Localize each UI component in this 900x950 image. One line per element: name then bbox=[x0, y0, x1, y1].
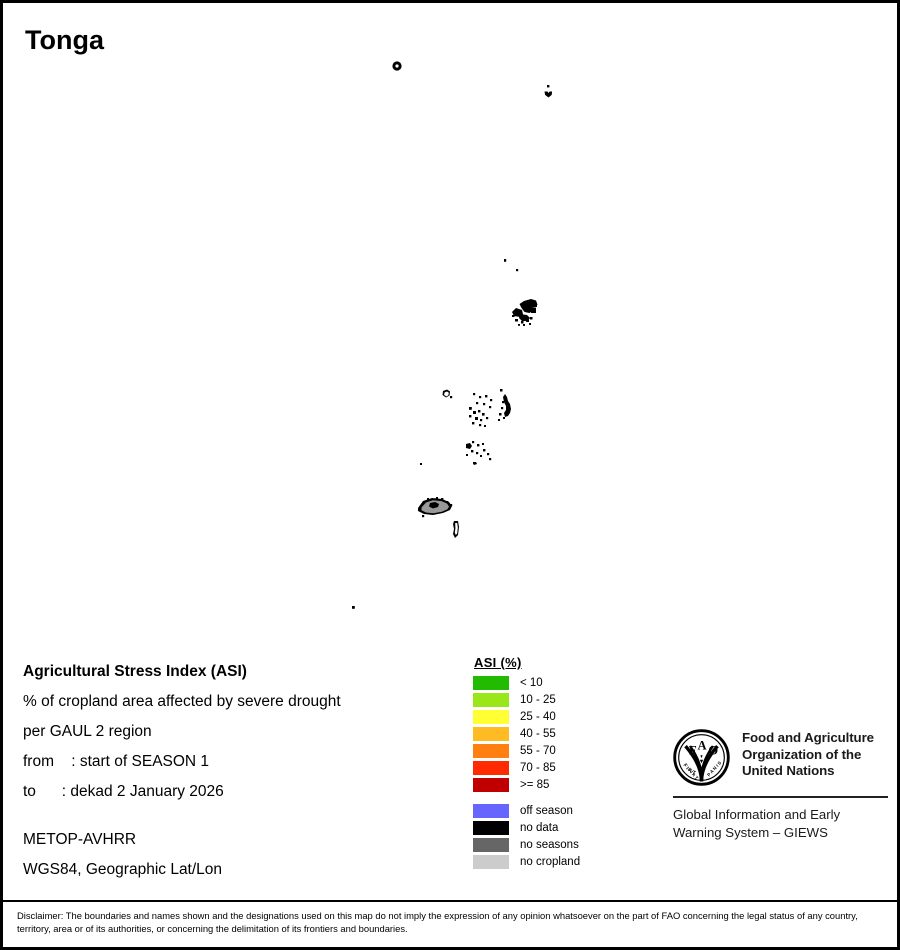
page-title: Tonga bbox=[25, 25, 104, 55]
disclaimer-text: Disclaimer: The boundaries and names sho… bbox=[17, 910, 858, 934]
fao-organization-name: Food and Agriculture Organization of the… bbox=[742, 730, 874, 778]
island-tongatapu bbox=[418, 497, 453, 518]
legend-status-list: off season no data no seasons no cropland bbox=[473, 802, 653, 870]
legend-class-label: >= 85 bbox=[520, 778, 550, 791]
island-nomuka bbox=[420, 441, 492, 465]
island-eua bbox=[453, 521, 459, 538]
legend: ASI (%) < 10 10 - 25 25 - 40 40 - 55 55 - 70… bbox=[473, 655, 653, 870]
svg-text:P A N I S: P A N I S bbox=[706, 760, 722, 777]
legend-class-swatch bbox=[473, 777, 509, 792]
svg-text:A: A bbox=[698, 739, 707, 753]
island-haapai-chain bbox=[498, 389, 511, 421]
legend-class-label: 10 - 25 bbox=[520, 693, 556, 706]
legend-class-label: 70 - 85 bbox=[520, 761, 556, 774]
legend-class-swatch bbox=[473, 726, 509, 741]
legend-class-swatch bbox=[473, 760, 509, 775]
legend-spacer bbox=[473, 793, 653, 802]
legend-class-swatch bbox=[473, 675, 509, 690]
fao-header: F A O F I A T F I A T P A N I S Food and… bbox=[673, 729, 888, 786]
legend-status-label: no data bbox=[520, 821, 559, 834]
info-block: Agricultural Stress Index (ASI) % of cro… bbox=[23, 657, 453, 885]
legend-class-label: 25 - 40 bbox=[520, 710, 556, 723]
map-canvas bbox=[352, 61, 553, 609]
islands-layer bbox=[352, 61, 553, 609]
disclaimer-divider bbox=[3, 900, 897, 902]
info-spacer bbox=[23, 807, 453, 825]
fao-block: F A O F I A T F I A T P A N I S Food and… bbox=[673, 729, 888, 841]
legend-class-row: 70 - 85 bbox=[473, 759, 653, 776]
island-niuatoputapu bbox=[544, 85, 553, 98]
legend-class-row: < 10 bbox=[473, 674, 653, 691]
info-projection: WGS84, Geographic Lat/Lon bbox=[23, 861, 223, 878]
legend-status-label: no cropland bbox=[520, 855, 581, 868]
fao-divider bbox=[673, 796, 888, 798]
info-from: from : start of SEASON 1 bbox=[23, 753, 210, 770]
legend-class-row: 55 - 70 bbox=[473, 742, 653, 759]
island-kao-tofua bbox=[442, 389, 453, 399]
legend-class-row: 10 - 25 bbox=[473, 691, 653, 708]
legend-status-label: off season bbox=[520, 804, 573, 817]
svg-text:F: F bbox=[689, 744, 697, 758]
island-haapai-west bbox=[469, 393, 493, 427]
legend-class-list: < 10 10 - 25 25 - 40 40 - 55 55 - 70 70 - 85 >… bbox=[473, 674, 653, 793]
legend-status-row: no cropland bbox=[473, 853, 653, 870]
info-subtitle-2: per GAUL 2 region bbox=[23, 723, 152, 740]
legend-status-row: off season bbox=[473, 802, 653, 819]
legend-title: ASI (%) bbox=[474, 655, 522, 670]
svg-text:O: O bbox=[708, 744, 718, 758]
legend-class-swatch bbox=[473, 692, 509, 707]
legend-status-swatch bbox=[473, 820, 509, 835]
legend-class-label: 40 - 55 bbox=[520, 727, 556, 740]
info-subtitle-1: % of cropland area affected by severe dr… bbox=[23, 693, 341, 710]
legend-status-swatch bbox=[473, 837, 509, 852]
legend-status-row: no data bbox=[473, 819, 653, 836]
legend-status-swatch bbox=[473, 854, 509, 869]
island-niuafoou bbox=[392, 61, 402, 71]
legend-class-swatch bbox=[473, 743, 509, 758]
legend-class-row: 40 - 55 bbox=[473, 725, 653, 742]
island-toku-fonualei bbox=[504, 259, 519, 272]
legend-class-label: < 10 bbox=[520, 676, 543, 689]
fao-wheat-logo-icon: F A O F I A T F I A T P A N I S bbox=[673, 729, 730, 786]
legend-class-swatch bbox=[473, 709, 509, 724]
info-sensor: METOP-AVHRR bbox=[23, 831, 137, 848]
legend-status-row: no seasons bbox=[473, 836, 653, 853]
legend-status-swatch bbox=[473, 803, 509, 818]
island-ata bbox=[352, 606, 355, 609]
legend-status-label: no seasons bbox=[520, 838, 579, 851]
info-to: to : dekad 2 January 2026 bbox=[23, 783, 224, 800]
info-heading: Agricultural Stress Index (ASI) bbox=[23, 663, 247, 680]
legend-class-row: 25 - 40 bbox=[473, 708, 653, 725]
fao-system-name: Global Information and Early Warning Sys… bbox=[673, 807, 841, 840]
legend-class-row: >= 85 bbox=[473, 776, 653, 793]
legend-class-label: 55 - 70 bbox=[520, 744, 556, 757]
island-vavau bbox=[512, 299, 538, 326]
